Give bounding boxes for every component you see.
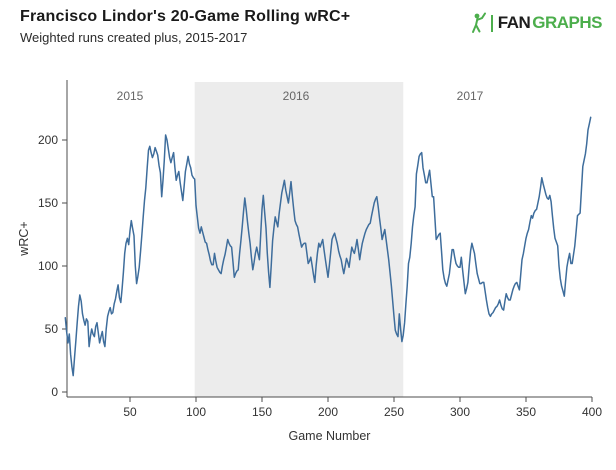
logo-graphs-text: GRAPHS — [532, 13, 602, 32]
x-tick-label-50: 50 — [123, 405, 137, 419]
chart-subtitle: Weighted runs created plus, 2015-2017 — [20, 30, 248, 45]
x-tick-label-400: 400 — [582, 405, 602, 419]
y-axis-title: wRC+ — [17, 221, 31, 256]
page-title: Francisco Lindor's 20-Game Rolling wRC+ — [20, 8, 351, 25]
wrc-rolling-line — [64, 116, 592, 377]
chart-header: Francisco Lindor's 20-Game Rolling wRC+ … — [20, 8, 456, 45]
batter-icon — [471, 12, 486, 33]
y-tick-label-100: 100 — [38, 259, 58, 273]
x-tick-label-250: 250 — [384, 405, 404, 419]
x-tick-label-150: 150 — [252, 405, 272, 419]
y-tick-label-0: 0 — [51, 385, 58, 399]
year-label-2017: 2017 — [457, 89, 484, 103]
y-tick-label-50: 50 — [45, 322, 59, 336]
y-tick-label-150: 150 — [38, 196, 58, 210]
year-label-2016: 2016 — [283, 89, 310, 103]
logo-fan-text: FAN — [497, 13, 531, 32]
logo-divider-bar — [490, 14, 493, 32]
y-tick-label-200: 200 — [38, 133, 58, 147]
season-band-2016 — [194, 82, 404, 397]
x-tick-label-300: 300 — [450, 405, 470, 419]
year-label-2015: 2015 — [117, 89, 144, 103]
fangraphs-logo: FAN GRAPHS — [468, 12, 602, 34]
x-tick-label-200: 200 — [318, 405, 338, 419]
x-tick-label-100: 100 — [186, 405, 206, 419]
x-axis-title: Game Number — [289, 429, 371, 443]
x-tick-label-350: 350 — [516, 405, 536, 419]
